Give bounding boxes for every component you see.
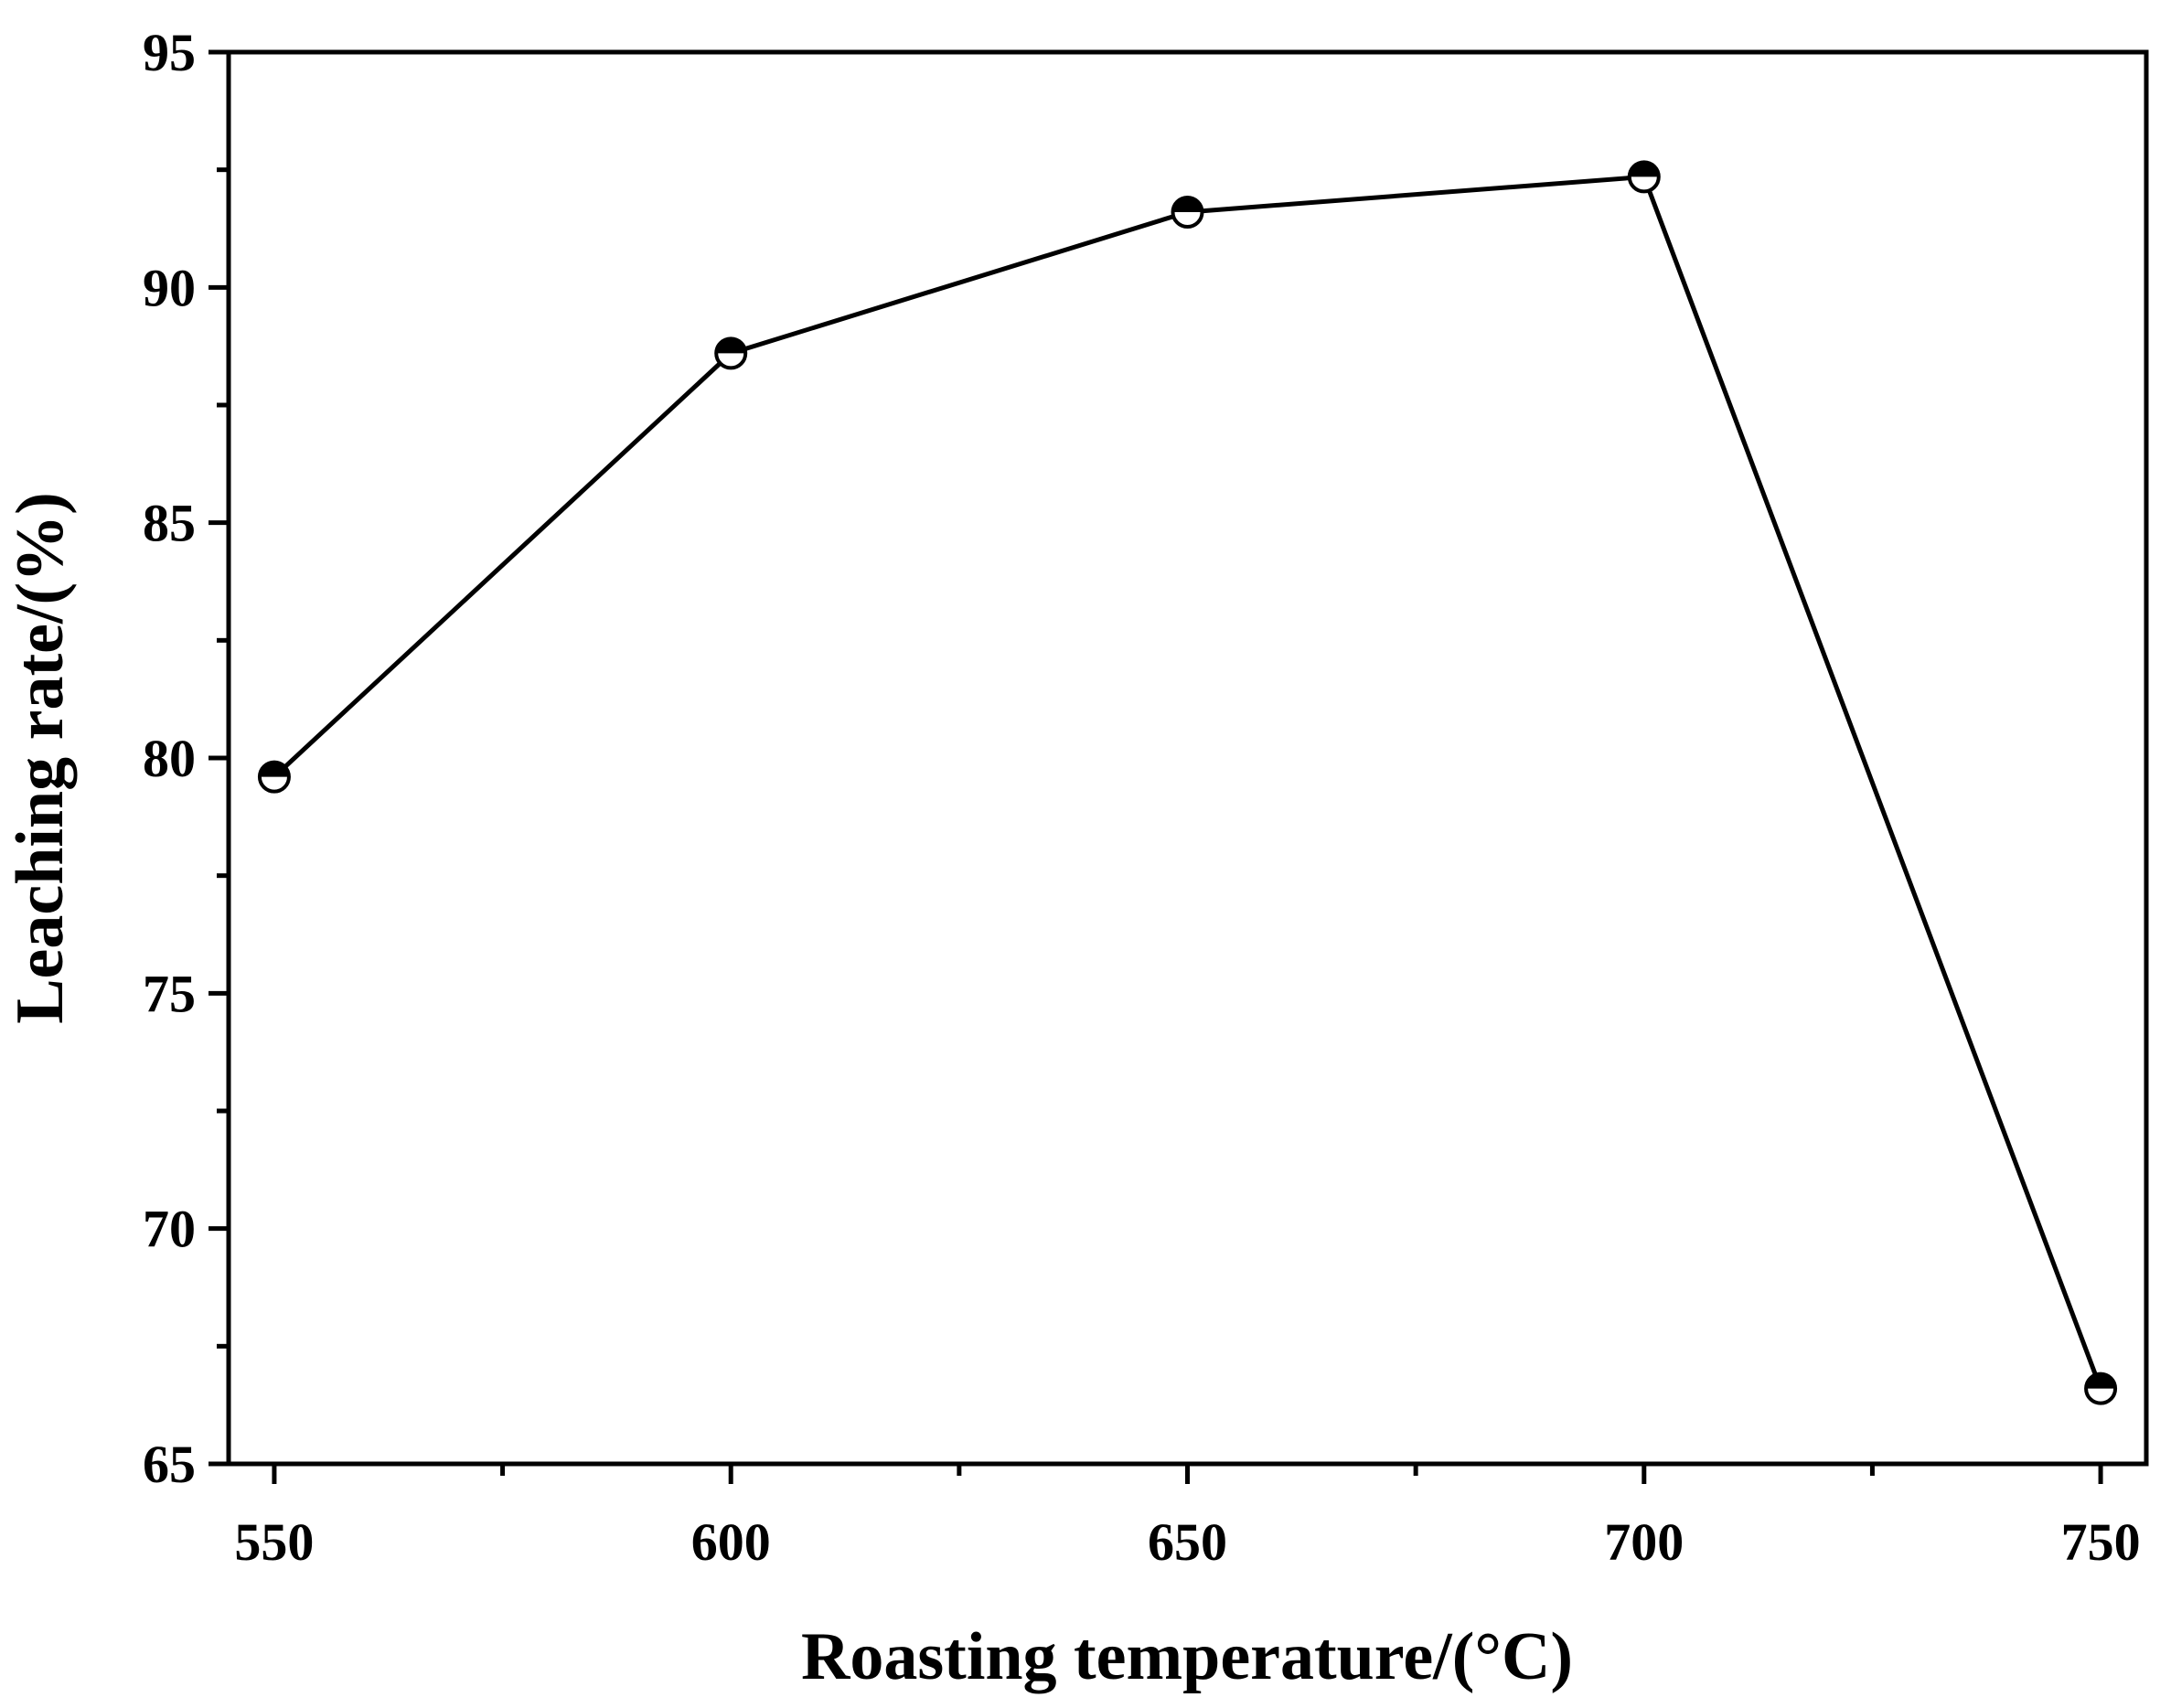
tick-labels: 550 600 650 700 750 65 70 75 80 85 90 95 <box>143 23 2141 1572</box>
x-tick-label: 600 <box>691 1512 771 1572</box>
marker-outline <box>2084 1372 2118 1405</box>
axes-group <box>226 49 2149 1467</box>
y-tick-label: 70 <box>143 1200 196 1259</box>
y-tick-label: 95 <box>143 23 196 82</box>
data-point-marker <box>714 336 748 370</box>
series-line <box>273 174 2103 1390</box>
data-point-marker <box>1627 160 1661 194</box>
marker-outline <box>714 336 748 370</box>
ticks-group <box>209 49 2103 1484</box>
x-tick-label: 750 <box>2061 1512 2141 1572</box>
y-tick-label: 65 <box>143 1435 196 1494</box>
data-point-marker <box>257 760 291 794</box>
y-tick-label: 80 <box>143 729 196 788</box>
data-point-marker <box>1171 195 1204 229</box>
x-tick-label: 700 <box>1604 1512 1684 1572</box>
y-tick-label: 75 <box>143 964 196 1023</box>
marker-outline <box>1627 160 1661 194</box>
y-tick-label: 90 <box>143 258 196 317</box>
plot-frame <box>226 49 2149 1467</box>
x-tick-label: 650 <box>1148 1512 1227 1572</box>
x-axis-title: Roasting temperature/(°C) <box>801 1619 1573 1694</box>
y-tick-label: 85 <box>143 494 196 553</box>
y-axis-title: Leaching rate/(%) <box>3 492 78 1024</box>
marker-outline <box>257 760 291 794</box>
x-tick-label: 550 <box>234 1512 314 1572</box>
data-point-marker <box>2084 1372 2118 1405</box>
series-group <box>257 160 2118 1405</box>
marker-outline <box>1171 195 1204 229</box>
